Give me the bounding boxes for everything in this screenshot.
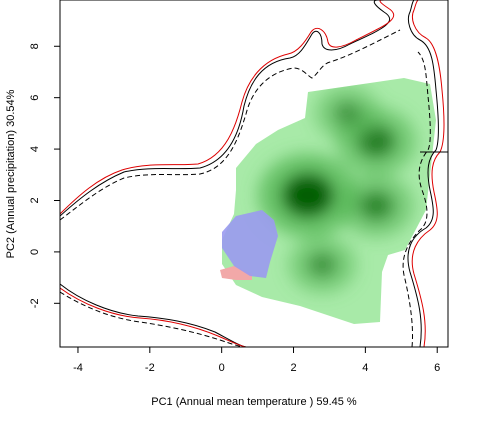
density-peak xyxy=(358,190,395,221)
x-tick-label: -4 xyxy=(73,362,83,374)
x-tick-label: 6 xyxy=(434,362,440,374)
x-axis: -4 -2 0 2 4 6 xyxy=(73,346,440,374)
y-tick-label: 4 xyxy=(29,146,41,152)
y-tick-label: 6 xyxy=(29,95,41,101)
y-axis-title: PC2 (Annual precipitation) 30.54% xyxy=(5,89,17,258)
outer-contour-solid xyxy=(60,0,439,347)
x-tick-label: 4 xyxy=(362,362,368,374)
y-tick-label: 8 xyxy=(29,43,41,49)
x-tick-label: -2 xyxy=(145,362,155,374)
density-peak xyxy=(332,100,363,126)
y-tick-label: -2 xyxy=(29,298,41,308)
density-peak xyxy=(306,251,338,278)
y-axis: -2 0 2 4 6 8 xyxy=(29,43,61,308)
dashed-contour xyxy=(60,29,431,347)
y-tick-label: 2 xyxy=(29,197,41,203)
density-shading xyxy=(257,85,417,294)
x-tick-label: 2 xyxy=(290,362,296,374)
y-tick-label: 0 xyxy=(29,249,41,255)
blue-overlap-region xyxy=(222,210,278,278)
pink-niche-region xyxy=(220,266,252,280)
x-axis-title: PC1 (Annual mean temperature ) 59.45 % xyxy=(151,396,357,408)
density-peak xyxy=(281,173,334,218)
x-tick-label: 0 xyxy=(219,362,225,374)
plot-area xyxy=(60,0,448,347)
